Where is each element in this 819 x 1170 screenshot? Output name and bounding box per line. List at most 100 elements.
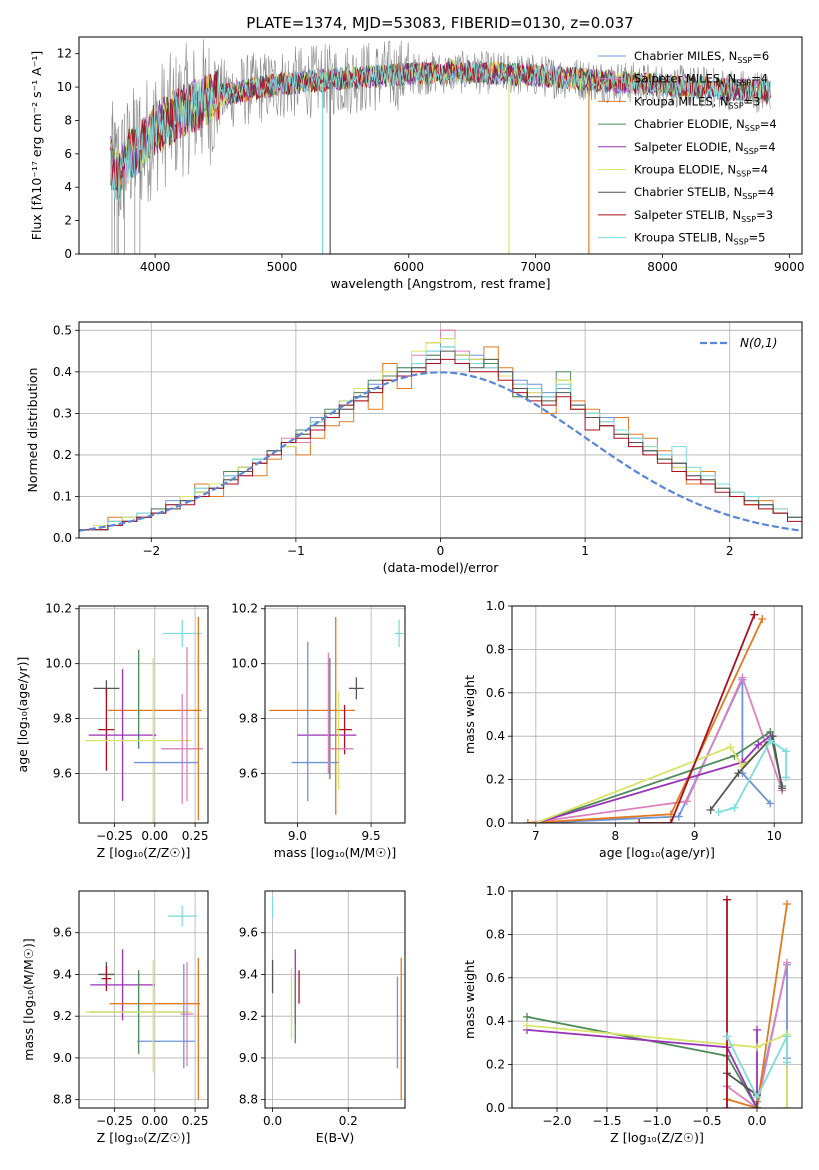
y-tick-label: 9.6 (239, 767, 258, 781)
y-tick-label: 10.2 (231, 602, 258, 616)
errorbar-point (90, 949, 155, 1020)
massweight-marker (523, 1013, 531, 1021)
legend-text: Salpeter ELODIE, N (634, 140, 744, 154)
axes-decor-age_vs_Z: −0.250.000.259.69.810.010.2Z [log₁₀(Z/Z☉… (15, 602, 208, 860)
errorbar-point (395, 620, 404, 647)
legend-tail: =4 (759, 140, 776, 154)
x-tick-label: 4000 (140, 260, 171, 274)
y-tick-label: 4 (64, 180, 72, 194)
x-tick-label: 10 (767, 829, 782, 843)
x-axis-label: wavelength [Angstrom, rest frame] (330, 276, 550, 291)
legend-text: Kroupa MILES, N (634, 94, 729, 108)
massweight-marker (675, 812, 683, 820)
legend-entry: Kroupa ELODIE, NSSP=4 (634, 163, 768, 179)
axes-frame (265, 891, 405, 1108)
legend-entry: N(0,1) (740, 336, 777, 350)
x-tick-label: 8 (611, 829, 619, 843)
y-tick-label: 8 (64, 113, 72, 127)
y-tick-label: 1.0 (486, 884, 505, 898)
legend-subscript: SSP (736, 79, 751, 88)
legend-subscript: SSP (744, 147, 759, 156)
y-tick-label: 0.1 (53, 489, 72, 503)
legend-text: Salpeter MILES, N (634, 72, 736, 86)
errorbar-point (168, 906, 197, 927)
errorbar-point (102, 966, 112, 991)
legend-text: Salpeter STELIB, N (634, 208, 741, 222)
x-tick-label: 2 (726, 544, 734, 558)
massweight-marker (723, 1032, 731, 1040)
legend-gauss: N(0,1) (700, 336, 777, 350)
legend-tail: =4 (757, 185, 774, 199)
x-axis-label: Z [log₁₀(Z/Z☉)] (610, 1130, 704, 1145)
legend-tail: =6 (752, 49, 769, 63)
y-tick-label: 10.0 (231, 657, 258, 671)
legend-entry: Chabrier MILES, NSSP=6 (634, 49, 769, 65)
y-axis-label: age [log₁₀(age/yr)] (15, 657, 30, 773)
y-axis-label: mass weight (462, 960, 477, 1039)
axes-frame (79, 891, 208, 1108)
axes-decor-residuals: −2−10120.00.10.20.30.40.5(data-model)/er… (25, 322, 802, 575)
x-tick-label: −0.5 (692, 1114, 721, 1128)
legend-entry: Chabrier ELODIE, NSSP=4 (634, 117, 777, 133)
massweight-plot-mass_weight_vs_age (524, 611, 790, 827)
legend-text: Kroupa STELIB, N (634, 231, 734, 245)
legend-entry: Chabrier STELIB, NSSP=4 (634, 185, 774, 201)
legend-text: Chabrier STELIB, N (634, 185, 742, 199)
massweight-line (639, 615, 754, 823)
x-tick-label: 0.00 (141, 1114, 168, 1128)
legend-text: Kroupa ELODIE, N (634, 163, 736, 177)
y-tick-label: 0.3 (53, 406, 72, 420)
x-tick-label: −1 (287, 544, 305, 558)
legend-subscript: SSP (736, 170, 751, 179)
x-tick-label: 5000 (267, 260, 298, 274)
axes-mass_weight_vs_Z (512, 891, 802, 1108)
x-axis-label: E(B-V) (316, 1130, 355, 1145)
x-tick-label: 7 (532, 829, 540, 843)
y-tick-label: 9.2 (239, 1009, 258, 1023)
legend-entry: Salpeter MILES, NSSP=4 (634, 72, 768, 88)
legend-entry: Salpeter STELIB, NSSP=3 (634, 208, 773, 224)
massweight-marker (750, 611, 758, 619)
x-tick-label: −2 (142, 544, 160, 558)
axes-age_vs_mass (265, 606, 405, 823)
x-axis-label: age [log₁₀(age/yr)] (599, 845, 715, 860)
errorbar-plot-mass_vs_ebv (273, 897, 402, 1099)
y-tick-label: 8.8 (239, 1093, 258, 1107)
y-tick-label: 12 (57, 47, 72, 61)
y-tick-label: 9.4 (53, 967, 72, 981)
massweight-marker (753, 1043, 761, 1051)
massweight-marker (723, 896, 731, 904)
y-tick-label: 0.4 (486, 729, 505, 743)
axes-decor-age_vs_mass: 9.09.59.69.810.010.2mass [log₁₀(M/M☉)] (231, 602, 405, 860)
errorbar-point (163, 620, 202, 647)
legend-subscript: SSP (737, 56, 752, 65)
x-axis-label: (data-model)/error (383, 560, 500, 575)
y-axis-label: mass weight (462, 675, 477, 754)
y-tick-label: 0.5 (53, 323, 72, 337)
x-tick-label: 0.00 (141, 829, 168, 843)
errorbar-point (181, 962, 194, 1066)
massweight-marker (523, 1022, 531, 1030)
legend-tail: =3 (756, 208, 773, 222)
y-axis-label: Flux [fλ10⁻¹⁷ erg cm⁻² s⁻¹ A⁻¹] (29, 51, 44, 240)
y-tick-label: 0.2 (53, 448, 72, 462)
y-tick-label: 10 (57, 80, 72, 94)
legend-text: Chabrier MILES, N (634, 49, 737, 63)
legend-tail: =4 (751, 72, 768, 86)
axes-decor-mass_vs_ebv: 0.00.28.89.09.29.49.6E(B-V) (239, 891, 405, 1145)
x-tick-label: 6000 (394, 260, 425, 274)
y-tick-label: 9.4 (239, 967, 258, 981)
x-tick-label: 0.2 (339, 1114, 358, 1128)
legend-entry: Salpeter ELODIE, NSSP=4 (634, 140, 776, 156)
y-tick-label: 9.6 (53, 767, 72, 781)
x-tick-label: 1 (581, 544, 589, 558)
errorbar-plot-age_vs_Z (85, 617, 203, 834)
y-tick-label: 0.0 (486, 816, 505, 830)
y-tick-label: 0 (64, 247, 72, 261)
y-axis-label: mass [log₁₀(M/M☉)] (21, 938, 36, 1060)
axes-mass_vs_Z (79, 891, 208, 1108)
y-tick-label: 9.2 (53, 1009, 72, 1023)
errorbar-point (349, 677, 364, 699)
x-tick-label: 8000 (647, 260, 678, 274)
x-axis-label: Z [log₁₀(Z/Z☉)] (97, 845, 191, 860)
